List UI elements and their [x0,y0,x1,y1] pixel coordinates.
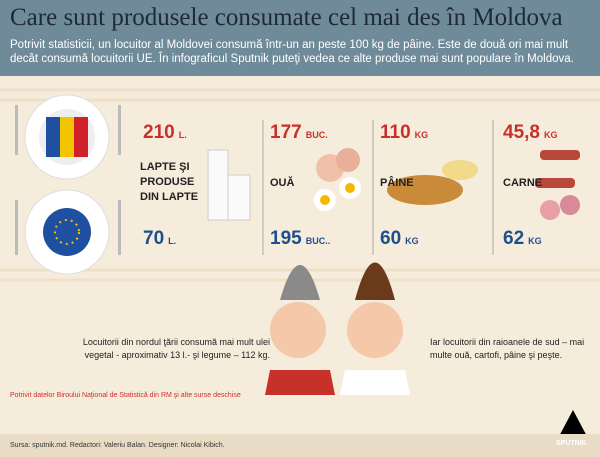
value-eu: 195 BUC.. [270,228,330,250]
title: Care sunt produsele consumate cel mai de… [10,4,563,31]
value-moldova: 110 KG [380,122,428,144]
source-note: Potrivit datelor Biroului Naţional de St… [10,392,241,399]
header-band [0,0,600,76]
product-label: PÂINE [380,177,414,189]
value-eu: 62 KG [503,228,542,250]
unit: L. [178,130,187,140]
note-north: Locuitorii din nordul ţării consumă mai … [82,337,270,360]
unit: L. [168,236,177,246]
unit: KG [405,236,419,246]
amount: 70 [143,228,165,249]
value-eu: 60 KG [380,228,419,250]
note-south: Iar locuitorii din raioanele de sud – ma… [430,337,585,360]
value-moldova: 177 BUC. [270,122,328,144]
unit: KG [543,130,558,140]
credits: Sursa: sputnik.md. Redactori: Valeriu Ba… [10,442,225,449]
product-label: LAPTE ŞI PRODUSE DIN LAPTE [140,161,199,203]
amount: 60 [380,228,402,249]
unit: KG [528,236,542,246]
amount: 195 [270,228,302,249]
amount: 110 [380,122,411,143]
logo: SPUTNIK [556,440,587,447]
amount: 210 [143,122,175,143]
subtitle: Potrivit statisticii, un locuitor al Mol… [10,39,574,65]
footer-band [0,434,600,457]
amount: 177 [270,122,302,143]
amount: 45,8 [503,122,540,143]
unit: KG [414,130,429,140]
value-moldova: 210 L. [143,122,187,144]
product-label: CARNE [503,177,543,189]
value-moldova: 45,8 KG [503,122,557,144]
product-label: OUĂ [270,177,295,189]
unit: BUC. [305,130,328,140]
value-eu: 70 L. [143,228,176,250]
unit: BUC.. [305,236,331,246]
amount: 62 [503,228,525,249]
